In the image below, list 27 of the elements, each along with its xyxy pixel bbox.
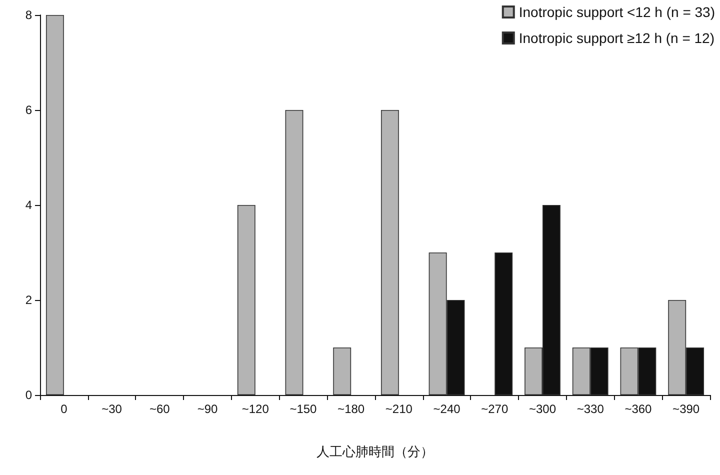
x-tick-label: ~300 (528, 402, 556, 416)
bar (333, 348, 352, 395)
y-tick-label: 0 (25, 388, 32, 402)
bar (285, 110, 304, 395)
y-tick-label: 6 (25, 103, 32, 117)
x-tick-label: ~150 (290, 402, 318, 416)
x-tick-label: ~390 (672, 402, 700, 416)
x-tick-label: ~330 (576, 402, 604, 416)
legend-label: Inotropic support ≥12 h (n = 12) (518, 30, 715, 46)
bar (380, 110, 399, 395)
x-axis-title: 人工心肺時間（分） (316, 444, 434, 459)
y-tick-label: 2 (25, 293, 32, 307)
x-tick-label: ~30 (102, 402, 122, 416)
x-tick-label: ~60 (149, 402, 170, 416)
x-tick-label: ~120 (242, 402, 270, 416)
x-tick-label: 0 (60, 402, 68, 416)
x-tick-label: ~360 (624, 402, 652, 416)
legend-label: Inotropic support <12 h (n = 33) (518, 4, 715, 20)
bar (237, 205, 256, 395)
y-tick-label: 8 (25, 8, 32, 22)
bar (46, 15, 64, 395)
y-tick-label: 4 (25, 198, 32, 212)
x-tick-label: ~240 (433, 402, 461, 416)
x-tick-label: ~180 (338, 402, 365, 416)
x-tick-label: ~270 (481, 402, 508, 416)
x-tick-label: ~90 (197, 402, 218, 416)
x-tick-label: ~210 (385, 402, 413, 416)
